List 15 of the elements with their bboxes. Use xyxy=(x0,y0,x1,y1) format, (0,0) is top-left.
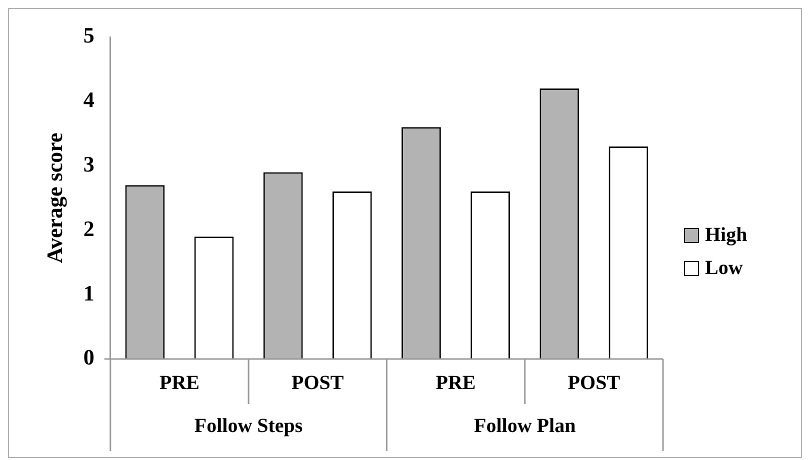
x-tick-label: PRE xyxy=(436,372,476,394)
y-tick-label: 1 xyxy=(83,280,94,306)
x-tick-label: POST xyxy=(568,372,621,394)
text: Follow Steps xyxy=(194,415,303,438)
x-tick-label: PRE xyxy=(159,372,200,394)
x-tick-label: POST xyxy=(292,372,344,394)
y-tick-label: 4 xyxy=(83,87,94,112)
y-tick-label: 3 xyxy=(83,151,94,176)
text: Follow Plan xyxy=(474,415,576,438)
y-tick-label: 2 xyxy=(83,216,94,241)
y-tick-label: 0 xyxy=(83,344,94,370)
text: Low xyxy=(705,257,743,280)
legend-label: High xyxy=(705,224,748,247)
y-axis-title: Average score xyxy=(42,132,67,264)
y-tick-label: 5 xyxy=(83,22,94,48)
